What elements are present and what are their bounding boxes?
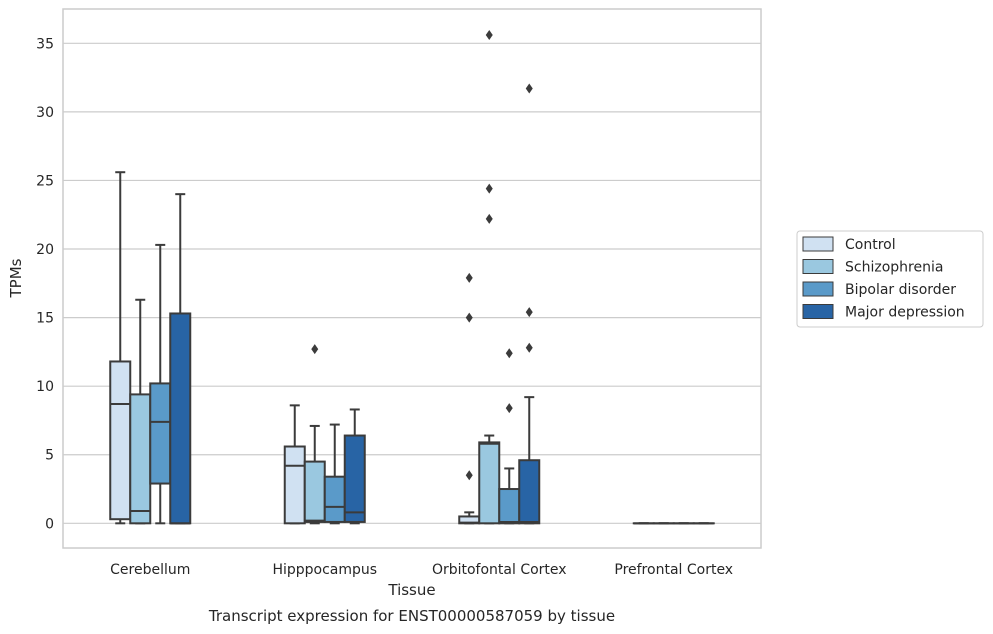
x-tick-label-1: Hipppocampus (272, 562, 377, 578)
y-tick-labels: 0 5 10 15 20 25 30 35 (36, 36, 54, 532)
box-body (343, 434, 366, 523)
legend-label-0: Control (845, 237, 896, 253)
box-0-3 (169, 193, 192, 525)
x-tick-label-0: Cerebellum (110, 562, 190, 578)
outlier-1 (505, 348, 513, 359)
outlier-1 (465, 312, 473, 323)
outlier-1 (485, 183, 493, 194)
box-1-2 (323, 423, 346, 525)
outlier-0 (505, 403, 513, 414)
box-body (323, 475, 346, 523)
y-tick-label-20: 20 (36, 242, 54, 258)
outlier-2 (485, 30, 493, 41)
legend-label-1: Schizophrenia (845, 260, 943, 276)
outlier-2 (525, 83, 533, 94)
box-1-3 (343, 408, 366, 525)
box-groups (109, 30, 715, 525)
legend-frame (796, 230, 984, 328)
y-tick-label-25: 25 (36, 173, 54, 189)
box-body (169, 312, 192, 525)
box-body (109, 360, 132, 521)
outlier-0 (485, 213, 493, 224)
box-body (129, 393, 152, 525)
legend-swatch-2 (802, 281, 834, 297)
legend-swatch-3 (802, 304, 834, 319)
box-0-1 (129, 298, 152, 525)
x-tick-label-2: Orbitofontal Cortex (432, 562, 567, 578)
outlier-0 (311, 344, 319, 355)
y-axis-title: TPMs (7, 258, 25, 298)
box-body (498, 488, 521, 525)
box-body (149, 382, 172, 485)
y-tick-label-0: 0 (45, 516, 54, 532)
legend-swatch-1 (802, 259, 834, 274)
box-2-1 (478, 30, 501, 525)
box-body (518, 459, 541, 525)
y-tick-label-5: 5 (45, 448, 54, 464)
outlier-1 (525, 307, 533, 318)
x-axis-title: Tissue (387, 581, 435, 599)
box-body (478, 441, 501, 525)
outlier-0 (465, 470, 473, 481)
legend: Control Schizophrenia Bipolar disorder Majo… (796, 230, 984, 328)
outlier-0 (525, 342, 533, 353)
legend-swatch-0 (802, 236, 834, 252)
plot-area: 0 5 10 15 20 25 30 35 Cerebellum Hipppocampus Orb… (36, 8, 762, 578)
box-0-0 (109, 171, 132, 525)
y-tick-label-15: 15 (36, 311, 54, 327)
y-tick-label-35: 35 (36, 36, 54, 52)
y-tick-label-10: 10 (36, 379, 54, 395)
figure-caption: Transcript expression for ENST0000058705… (208, 607, 615, 625)
box-body (303, 460, 326, 523)
y-tick-label-30: 30 (36, 105, 54, 121)
x-tick-labels: Cerebellum Hipppocampus Orbitofontal Corte… (110, 562, 733, 578)
box-2-3 (518, 83, 541, 525)
box-2-0 (458, 272, 481, 525)
legend-label-3: Major depression (845, 305, 965, 321)
box-body (283, 445, 306, 525)
legend-label-2: Bipolar disorder (845, 282, 956, 298)
outlier-2 (465, 272, 473, 283)
x-tick-label-3: Prefrontal Cortex (614, 562, 733, 578)
